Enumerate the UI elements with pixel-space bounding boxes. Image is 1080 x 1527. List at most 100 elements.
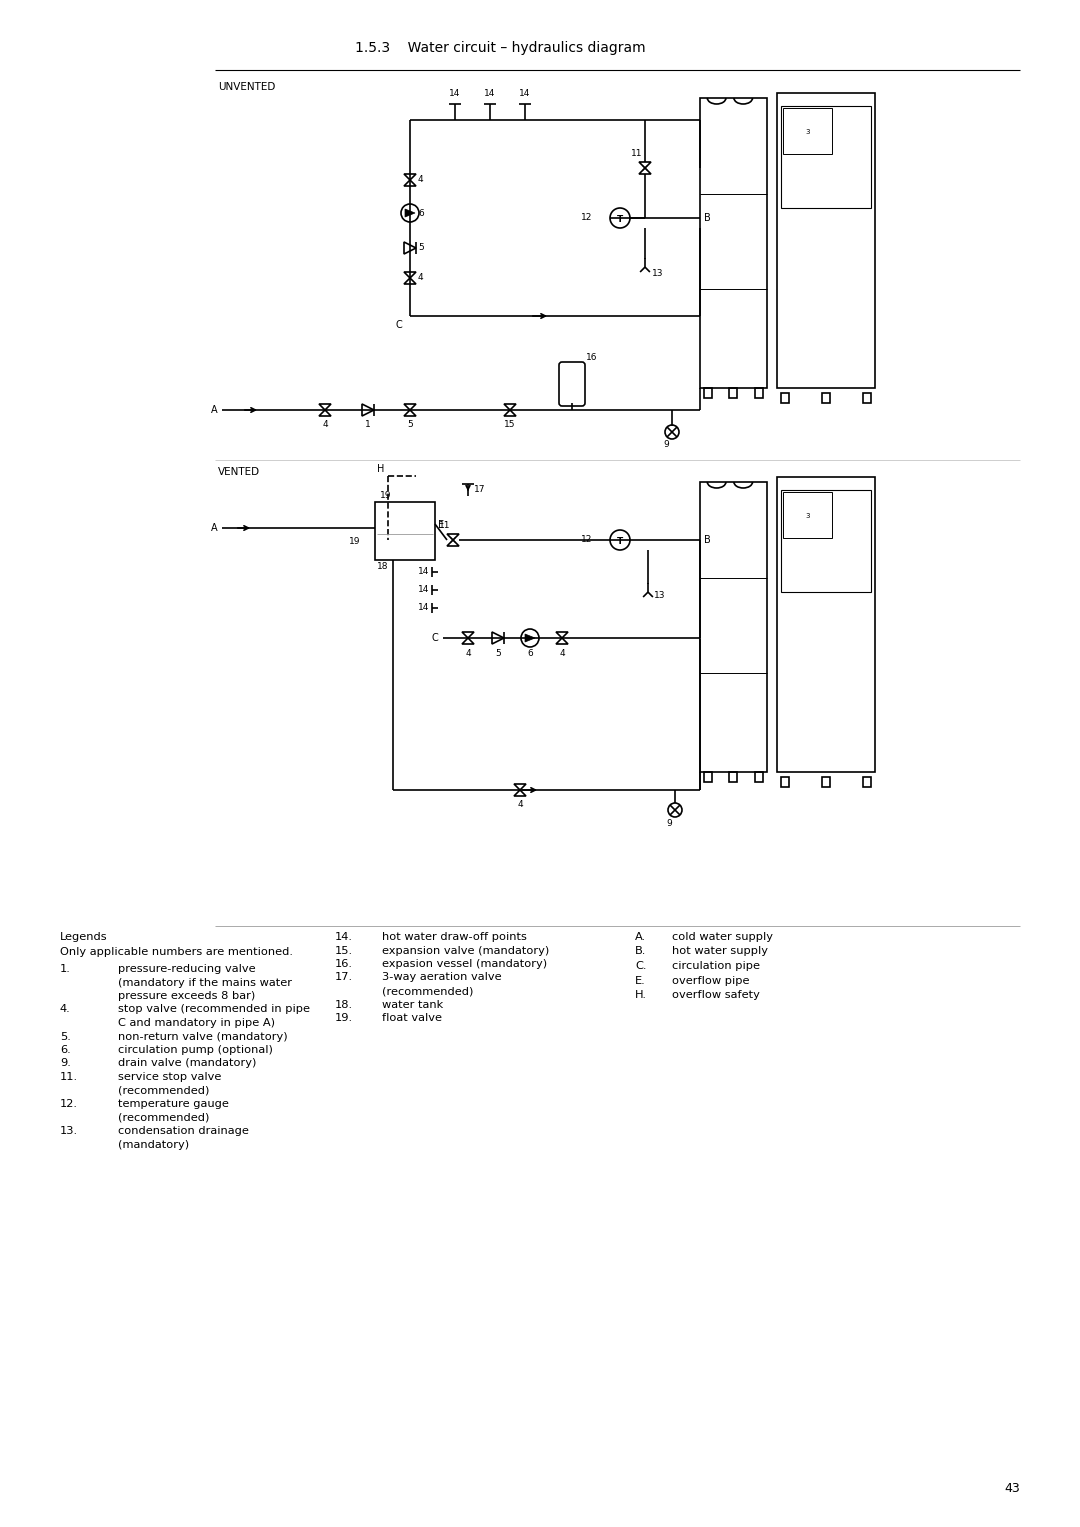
Polygon shape [404,405,416,411]
Text: overflow pipe: overflow pipe [672,976,750,985]
Bar [781,777,788,786]
Polygon shape [462,638,474,644]
Bar [783,108,833,154]
Text: service stop valve: service stop valve [118,1072,221,1083]
Text: 5: 5 [495,649,501,658]
Polygon shape [556,638,568,644]
Polygon shape [405,209,415,217]
Polygon shape [514,783,526,789]
Text: 14: 14 [418,568,429,577]
Polygon shape [319,411,330,415]
Text: 4: 4 [517,800,523,809]
Polygon shape [556,632,568,638]
Text: E: E [438,521,444,530]
Polygon shape [525,634,535,641]
Text: pressure exceeds 8 bar): pressure exceeds 8 bar) [118,991,255,1002]
Polygon shape [639,168,651,174]
Text: 6: 6 [527,649,532,658]
Text: 17.: 17. [335,973,353,982]
Text: 16.: 16. [335,959,353,970]
Bar [700,98,767,388]
Bar [704,388,712,399]
Text: stop valve (recommended in pipe: stop valve (recommended in pipe [118,1005,310,1014]
Polygon shape [404,174,416,180]
Text: 14: 14 [484,89,496,98]
Text: 19: 19 [349,538,361,547]
Text: 43: 43 [1004,1483,1020,1495]
Polygon shape [447,534,459,541]
Text: circulation pipe: circulation pipe [672,960,760,971]
Bar [783,492,833,538]
Polygon shape [404,278,416,284]
Text: H: H [377,464,384,473]
Bar [700,483,767,773]
Text: 9: 9 [666,818,672,828]
Text: VENTED: VENTED [218,467,260,476]
Text: A: A [212,524,218,533]
Bar [375,502,435,560]
Text: 1.5.3    Water circuit – hydraulics diagram: 1.5.3 Water circuit – hydraulics diagram [354,41,646,55]
Text: 1.: 1. [60,964,71,974]
Text: 9.: 9. [60,1058,71,1069]
Text: 4: 4 [559,649,565,658]
Polygon shape [319,405,330,411]
Text: B.: B. [635,947,646,956]
Text: C and mandatory in pipe A): C and mandatory in pipe A) [118,1019,275,1028]
Text: hot water supply: hot water supply [672,947,768,956]
Bar [822,392,829,403]
Text: 16: 16 [586,353,597,362]
Text: non-return valve (mandatory): non-return valve (mandatory) [118,1032,287,1041]
Text: 4: 4 [322,420,328,429]
Text: 3-way aeration valve: 3-way aeration valve [382,973,501,982]
Text: 14: 14 [418,585,429,594]
Bar [822,777,829,786]
Text: C.: C. [635,960,647,971]
Text: E.: E. [635,976,646,985]
Text: 12: 12 [581,214,592,223]
Text: 17: 17 [474,486,486,495]
Text: 11: 11 [438,521,450,530]
Bar [755,388,762,399]
Text: 4.: 4. [60,1005,71,1014]
Text: water tank: water tank [382,1000,443,1009]
Text: T: T [617,214,623,223]
Bar [729,773,738,782]
Text: 5: 5 [407,420,413,429]
Text: 18.: 18. [335,1000,353,1009]
Text: expansion valve (mandatory): expansion valve (mandatory) [382,945,550,956]
Polygon shape [447,541,459,547]
Text: 3: 3 [805,513,810,519]
Bar [777,476,875,773]
Text: drain valve (mandatory): drain valve (mandatory) [118,1058,256,1069]
Text: 14: 14 [418,603,429,612]
Bar [777,93,875,388]
Text: 14: 14 [449,89,461,98]
Polygon shape [404,180,416,186]
Text: C: C [431,634,438,643]
Text: 13.: 13. [60,1125,78,1136]
Text: 13: 13 [654,591,665,600]
Text: A.: A. [635,931,646,942]
Polygon shape [504,405,516,411]
Text: C: C [395,321,402,330]
Bar [781,105,870,208]
Bar [729,388,738,399]
Text: hot water draw-off points: hot water draw-off points [382,931,527,942]
Polygon shape [404,272,416,278]
Text: 12.: 12. [60,1099,78,1109]
Text: 5.: 5. [60,1032,71,1041]
Text: 14: 14 [519,89,530,98]
Text: 19.: 19. [335,1012,353,1023]
Text: 4: 4 [465,649,471,658]
Bar [781,490,870,591]
Text: A: A [212,405,218,415]
Text: (mandatory): (mandatory) [118,1139,189,1150]
Text: pressure-reducing valve: pressure-reducing valve [118,964,256,974]
Text: circulation pump (optional): circulation pump (optional) [118,1044,273,1055]
Text: 19: 19 [380,492,391,499]
Bar [755,773,762,782]
Text: 6.: 6. [60,1044,71,1055]
Text: overflow safety: overflow safety [672,989,760,1000]
Bar [863,777,870,786]
Text: 11: 11 [631,150,642,157]
